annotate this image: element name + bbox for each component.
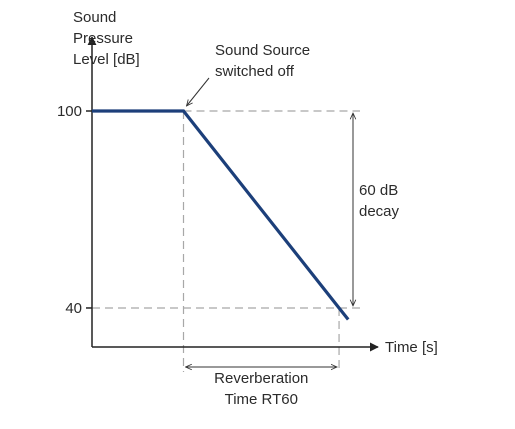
source-off-pointer-arrow <box>187 78 210 106</box>
series-layer <box>92 111 348 319</box>
y-axis-label-line-1: Sound <box>73 9 116 26</box>
annotation-layer <box>186 78 354 367</box>
rt60-label-line-2: Time RT60 <box>225 391 298 408</box>
y-tick-label-100: 100 <box>57 103 82 120</box>
label-layer: 100 40 Sound Pressure Level [dB] Time [s] Soun… <box>57 9 438 408</box>
decay-label-line-1: 60 dB <box>359 182 398 199</box>
decay-label-line-2: decay <box>359 203 400 220</box>
y-tick-label-40: 40 <box>65 300 82 317</box>
guide-lines-layer <box>92 111 360 372</box>
y-axis-label-line-2: Pressure <box>73 30 133 47</box>
y-axis-label-line-3: Level [dB] <box>73 51 140 68</box>
decay-curve-line <box>92 111 348 319</box>
x-axis-label: Time [s] <box>385 339 438 356</box>
source-off-label-line-2: switched off <box>215 63 295 80</box>
source-off-label-line-1: Sound Source <box>215 42 310 59</box>
rt60-label-line-1: Reverberation <box>214 370 308 387</box>
